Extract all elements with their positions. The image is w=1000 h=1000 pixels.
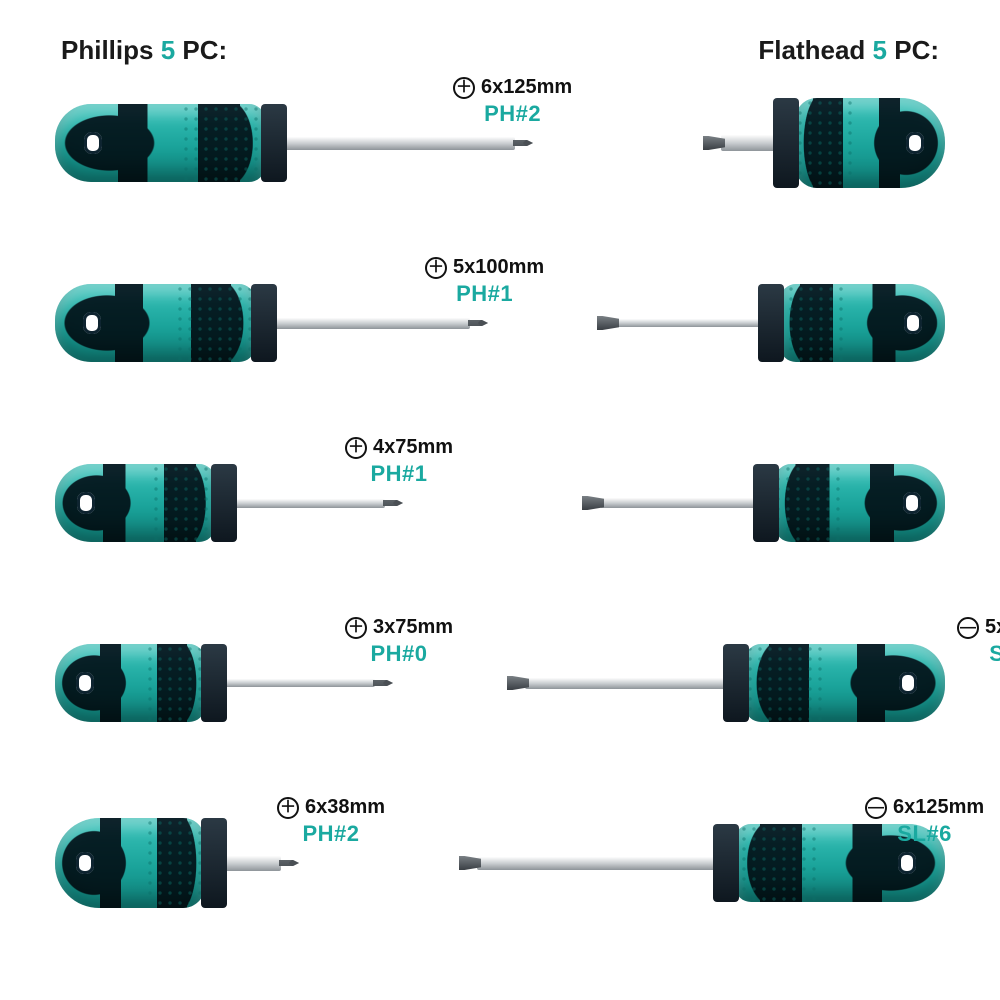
screwdriver-phillips — [55, 104, 515, 182]
cell-left: ＋ 4x75mm PH#1 — [55, 448, 385, 558]
collar — [723, 644, 749, 722]
header-right-suffix: PC: — [887, 35, 939, 65]
header-left-suffix: PC: — [175, 35, 227, 65]
phillips-icon: ＋ — [345, 437, 367, 459]
dimension-text: 6x38mm — [305, 796, 385, 819]
screwdriver-phillips — [55, 284, 470, 362]
handle — [55, 644, 205, 722]
collar — [758, 284, 784, 362]
dimension-text: 5x100mm — [453, 256, 544, 279]
dimension-text: 4x75mm — [373, 436, 453, 459]
dimension-text: 6x125mm — [481, 76, 572, 99]
row: ＋ 6x125mm PH#2 — 6x38mm SL#6 — [55, 88, 945, 198]
phillips-icon: ＋ — [453, 77, 475, 99]
row: ＋ 6x38mm PH#2 — 6x125mm SL#6 — [55, 808, 945, 918]
phillips-icon: ＋ — [425, 257, 447, 279]
shaft — [721, 135, 775, 151]
collar — [261, 104, 287, 182]
cell-right: — 6x38mm SL#6 — [721, 88, 945, 198]
header-right-prefix: Flathead — [758, 35, 872, 65]
model-code: SL#5 — [989, 641, 1000, 667]
cell-right: — 3x75mm SL#3 — [615, 268, 945, 378]
header-right-count: 5 — [873, 35, 887, 65]
header-left-count: 5 — [161, 35, 175, 65]
shaft — [225, 679, 375, 687]
product-infographic: Phillips 5 PC: Flathead 5 PC: ＋ 6x125mm … — [0, 0, 1000, 1000]
header-left-prefix: Phillips — [61, 35, 161, 65]
shaft — [235, 499, 385, 508]
dimension-text: 6x125mm — [893, 796, 984, 819]
cell-left: ＋ 3x75mm PH#0 — [55, 628, 375, 738]
phillips-icon: ＋ — [345, 617, 367, 639]
handle — [55, 818, 205, 908]
screwdriver-flathead — [615, 284, 945, 362]
header-row: Phillips 5 PC: Flathead 5 PC: — [55, 35, 945, 66]
shaft — [477, 857, 715, 870]
collar — [201, 818, 227, 908]
phillips-icon: ＋ — [277, 797, 299, 819]
handle — [795, 98, 945, 188]
screwdriver-flathead — [600, 464, 945, 542]
shaft — [275, 318, 470, 329]
flathead-icon: — — [865, 797, 887, 819]
shaft — [525, 678, 725, 689]
screwdriver-phillips — [55, 644, 375, 722]
dimension-text: 5x100mm — [985, 616, 1000, 639]
header-right: Flathead 5 PC: — [758, 35, 939, 66]
row: ＋ 5x100mm PH#1 — 3x75mm SL#3 — [55, 268, 945, 378]
collar — [713, 824, 739, 902]
spec-label: ＋ 6x38mm PH#2 — [277, 796, 385, 847]
collar — [211, 464, 237, 542]
cell-left: ＋ 5x100mm PH#1 — [55, 268, 470, 378]
shaft — [285, 137, 515, 150]
handle — [55, 464, 215, 542]
cell-right: — 6x125mm SL#6 — [477, 808, 945, 918]
screwdriver-flathead — [477, 824, 945, 902]
screwdriver-flathead — [525, 644, 945, 722]
model-code: PH#2 — [303, 821, 360, 847]
collar — [773, 98, 799, 188]
screwdriver-phillips — [55, 824, 281, 902]
model-code: PH#0 — [371, 641, 428, 667]
handle — [780, 284, 945, 362]
collar — [753, 464, 779, 542]
flathead-icon: — — [957, 617, 979, 639]
row: ＋ 4x75mm PH#1 — 4x75mm SL#4 — [55, 448, 945, 558]
row: ＋ 3x75mm PH#0 — 5x100mm SL#5 — [55, 628, 945, 738]
shaft — [600, 498, 755, 508]
header-left: Phillips 5 PC: — [61, 35, 227, 66]
rows-container: ＋ 6x125mm PH#2 — 6x38mm SL#6 ＋ — [55, 88, 945, 918]
screwdriver-flathead — [721, 104, 945, 182]
shaft — [225, 856, 281, 871]
cell-right: — 4x75mm SL#4 — [600, 448, 945, 558]
shaft — [615, 319, 760, 327]
collar — [251, 284, 277, 362]
handle — [775, 464, 945, 542]
collar — [201, 644, 227, 722]
spec-label: — 5x100mm SL#5 — [957, 616, 1000, 667]
handle — [745, 644, 945, 722]
dimension-text: 3x75mm — [373, 616, 453, 639]
handle — [55, 284, 255, 362]
cell-left: ＋ 6x38mm PH#2 — [55, 808, 281, 918]
screwdriver-phillips — [55, 464, 385, 542]
cell-right: — 5x100mm SL#5 — [525, 628, 945, 738]
handle — [55, 104, 265, 182]
handle — [735, 824, 945, 902]
cell-left: ＋ 6x125mm PH#2 — [55, 88, 515, 198]
